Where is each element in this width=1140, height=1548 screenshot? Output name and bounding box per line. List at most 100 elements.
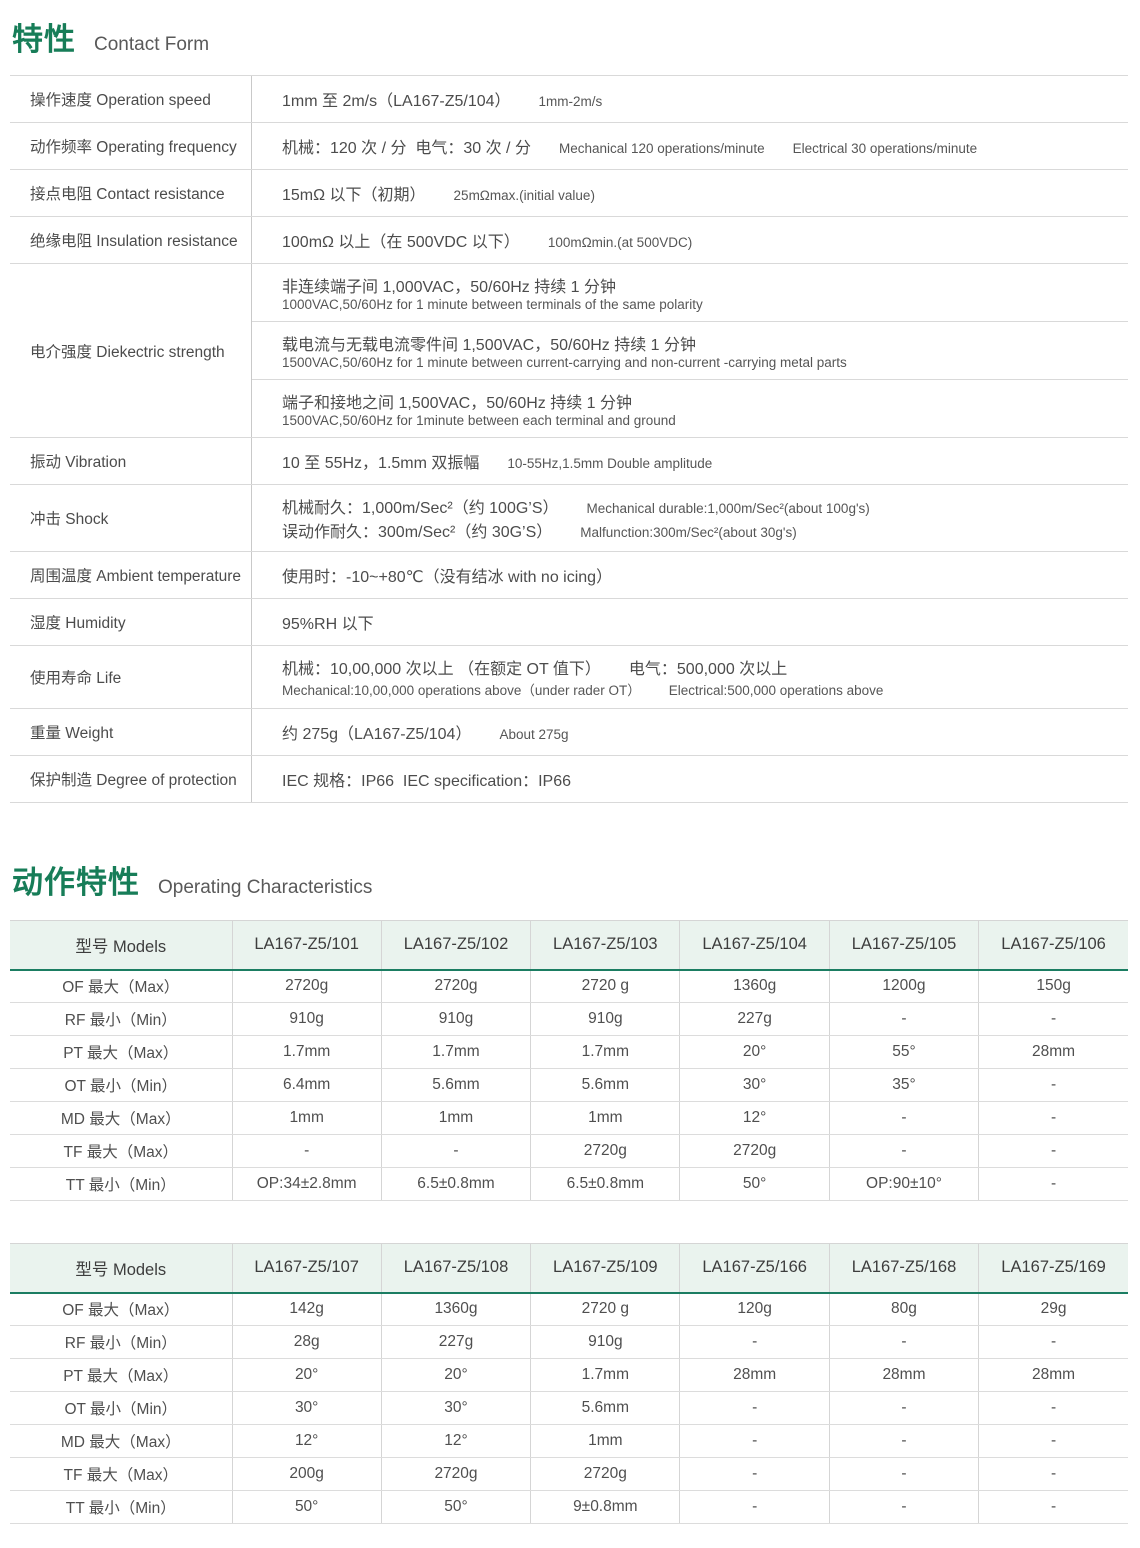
table-cell: 1.7mm	[530, 1358, 680, 1392]
table-cell: 1mm	[530, 1101, 680, 1135]
row-label: TF 最大（Max）	[10, 1134, 232, 1168]
table-cell: 28mm	[828, 1358, 979, 1392]
table-cell: 80g	[828, 1292, 979, 1326]
table-cell: 5.6mm	[530, 1391, 680, 1425]
spec-row: 电介强度 Diekectric strength 非连续端子间 1,000VAC，…	[10, 263, 1128, 437]
spec-label: 使用寿命 Life	[10, 646, 252, 708]
spec-line: 10 至 55Hz，1.5mm 双振幅 10-55Hz,1.5mm Double …	[282, 449, 1118, 473]
spec-label: 保护制造 Degree of protection	[10, 756, 252, 802]
spec-line: 约 275g（LA167-Z5/104） About 275g	[282, 720, 1118, 744]
spec-values: 15mΩ 以下（初期） 25mΩmax.(initial value)	[252, 170, 1128, 216]
table-cell: -	[679, 1457, 830, 1491]
table-cell: 2720 g	[530, 1292, 680, 1326]
table-cell: 5.6mm	[380, 1068, 531, 1102]
table-cell: -	[828, 1325, 979, 1359]
table-cell: -	[978, 1101, 1128, 1135]
column-header: LA167-Z5/102	[380, 920, 531, 971]
table-cell: 1.7mm	[380, 1035, 531, 1069]
spec-values: 100mΩ 以上（在 500VDC 以下） 100mΩmin.(at 500VDC…	[252, 217, 1128, 263]
spec-text: 1500VAC,50/60Hz for 1minute between each…	[282, 413, 676, 428]
spec-text: 非连续端子间 1,000VAC，50/60Hz 持续 1 分钟	[282, 279, 617, 296]
table-row: TF 最大（Max） 200g 2720g 2720g - - -	[10, 1457, 1128, 1491]
spec-text: 1000VAC,50/60Hz for 1 minute between ter…	[282, 297, 703, 312]
table-cell: 2720g	[679, 1134, 830, 1168]
spec-text: 1500VAC,50/60Hz for 1 minute between cur…	[282, 355, 847, 370]
row-label: MD 最大（Max）	[10, 1101, 232, 1135]
spec-row: 重量 Weight 约 275g（LA167-Z5/104） About 275g	[10, 708, 1128, 755]
contact-form-table: 操作速度 Operation speed 1mm 至 2m/s（LA167-Z5/…	[10, 75, 1128, 803]
spec-text: 1mm-2m/s	[538, 94, 603, 109]
column-header: LA167-Z5/106	[978, 920, 1128, 971]
table-cell: 120g	[679, 1292, 830, 1326]
spec-text: 100mΩmin.(at 500VDC)	[547, 235, 693, 250]
table-cell: 28mm	[679, 1358, 830, 1392]
spec-row: 冲击 Shock 机械耐久：1,000m/Sec²（约 100G’S） Mechan…	[10, 484, 1128, 551]
spec-values: 使用时：-10~+80℃（没有结冰 with no icing）	[252, 552, 1128, 598]
spec-text: Malfunction:300m/Sec²(about 30g's)	[580, 525, 797, 540]
spec-values: 机械：10,00,000 次以上 （在额定 OT 值下） 电气：500,000 次…	[252, 646, 1128, 708]
spec-values: 机械耐久：1,000m/Sec²（约 100G’S） Mechanical dur…	[252, 485, 1128, 551]
spec-row: 保护制造 Degree of protection IEC 规格：IP66 IEC…	[10, 755, 1128, 802]
column-header: LA167-Z5/108	[380, 1243, 531, 1294]
table-cell: 20°	[380, 1358, 531, 1392]
table-cell: 35°	[828, 1068, 979, 1102]
spec-label: 操作速度 Operation speed	[10, 76, 252, 122]
table-cell: 28mm	[978, 1358, 1128, 1392]
table-cell: 1200g	[828, 969, 979, 1003]
spec-line: IEC 规格：IP66 IEC specification：IP66	[282, 767, 1118, 791]
spec-text: Electrical:500,000 operations above	[668, 683, 884, 698]
table-cell: 12°	[679, 1101, 830, 1135]
spec-row: 湿度 Humidity 95%RH 以下	[10, 598, 1128, 645]
table-cell: 1mm	[530, 1424, 680, 1458]
row-label: OT 最小（Min）	[10, 1391, 232, 1425]
section-title-zh: 特性	[12, 22, 76, 57]
table-cell: -	[828, 1134, 979, 1168]
table-cell: 30°	[380, 1391, 531, 1425]
table-cell: OP:90±10°	[828, 1167, 979, 1201]
spec-text: 机械：120 次 / 分 电气：30 次 / 分	[282, 140, 531, 157]
spec-text: 使用时：-10~+80℃（没有结冰 with no icing）	[282, 569, 613, 586]
spec-values: 1mm 至 2m/s（LA167-Z5/104） 1mm-2m/s	[252, 76, 1128, 122]
table-cell: 1mm	[231, 1101, 382, 1135]
spec-line: 95%RH 以下	[282, 610, 1118, 634]
spec-value-group: 约 275g（LA167-Z5/104） About 275g	[252, 709, 1128, 755]
spec-line: 1500VAC,50/60Hz for 1minute between each…	[282, 413, 1118, 428]
table-cell: 5.6mm	[530, 1068, 680, 1102]
spec-text: 载电流与无载电流零件间 1,500VAC，50/60Hz 持续 1 分钟	[282, 337, 697, 354]
table-cell: 1mm	[380, 1101, 531, 1135]
section-title-zh: 动作特性	[12, 865, 140, 900]
spec-row: 绝缘电阻 Insulation resistance 100mΩ 以上（在 500…	[10, 216, 1128, 263]
table-cell: -	[828, 1101, 979, 1135]
table-cell: 6.4mm	[231, 1068, 382, 1102]
spec-line: 100mΩ 以上（在 500VDC 以下） 100mΩmin.(at 500VDC…	[282, 228, 1118, 252]
column-header: LA167-Z5/169	[978, 1243, 1128, 1294]
column-header: LA167-Z5/168	[828, 1243, 979, 1294]
operating-characteristics-section: 动作特性 Operating Characteristics 型号 Models…	[10, 857, 1128, 1524]
spec-values: 约 275g（LA167-Z5/104） About 275g	[252, 709, 1128, 755]
table-row: TT 最小（Min） 50° 50° 9±0.8mm - - -	[10, 1490, 1128, 1524]
table-cell: 28mm	[978, 1035, 1128, 1069]
spec-value-group: 非连续端子间 1,000VAC，50/60Hz 持续 1 分钟 1000VAC,5…	[252, 264, 1128, 321]
spec-line: 1000VAC,50/60Hz for 1 minute between ter…	[282, 297, 1118, 312]
table-cell: 12°	[231, 1424, 382, 1458]
spec-line: 机械耐久：1,000m/Sec²（约 100G’S） Mechanical dur…	[282, 494, 1118, 518]
table-row: RF 最小（Min） 910g 910g 910g 227g - -	[10, 1002, 1128, 1036]
spec-text: Mechanical durable:1,000m/Sec²(about 100…	[586, 501, 870, 516]
spec-value-group: 机械：10,00,000 次以上 （在额定 OT 值下） 电气：500,000 次…	[252, 646, 1128, 708]
spec-line: 误动作耐久：300m/Sec²（约 30G’S） Malfunction:300m…	[282, 518, 1118, 542]
table-row: OT 最小（Min） 6.4mm 5.6mm 5.6mm 30° 35° -	[10, 1068, 1128, 1102]
spec-value-group: 100mΩ 以上（在 500VDC 以下） 100mΩmin.(at 500VDC…	[252, 217, 1128, 263]
column-header: LA167-Z5/101	[231, 920, 382, 971]
spec-text: 误动作耐久：300m/Sec²（约 30G’S）	[282, 524, 553, 541]
spec-line: 端子和接地之间 1,500VAC，50/60Hz 持续 1 分钟	[282, 389, 1118, 413]
table-row: OF 最大（Max） 142g 1360g 2720 g 120g 80g 29g	[10, 1292, 1128, 1326]
spec-label: 绝缘电阻 Insulation resistance	[10, 217, 252, 263]
spec-line: 使用时：-10~+80℃（没有结冰 with no icing）	[282, 563, 1118, 587]
spec-text: 10-55Hz,1.5mm Double amplitude	[507, 456, 713, 471]
models-table-1: 型号 Models LA167-Z5/101 LA167-Z5/102 LA167-Z…	[10, 920, 1128, 1201]
table-cell: 28g	[231, 1325, 382, 1359]
table-cell: -	[828, 1002, 979, 1036]
spec-value-group: 载电流与无载电流零件间 1,500VAC，50/60Hz 持续 1 分钟 1500…	[252, 321, 1128, 379]
table-cell: 150g	[978, 969, 1128, 1003]
